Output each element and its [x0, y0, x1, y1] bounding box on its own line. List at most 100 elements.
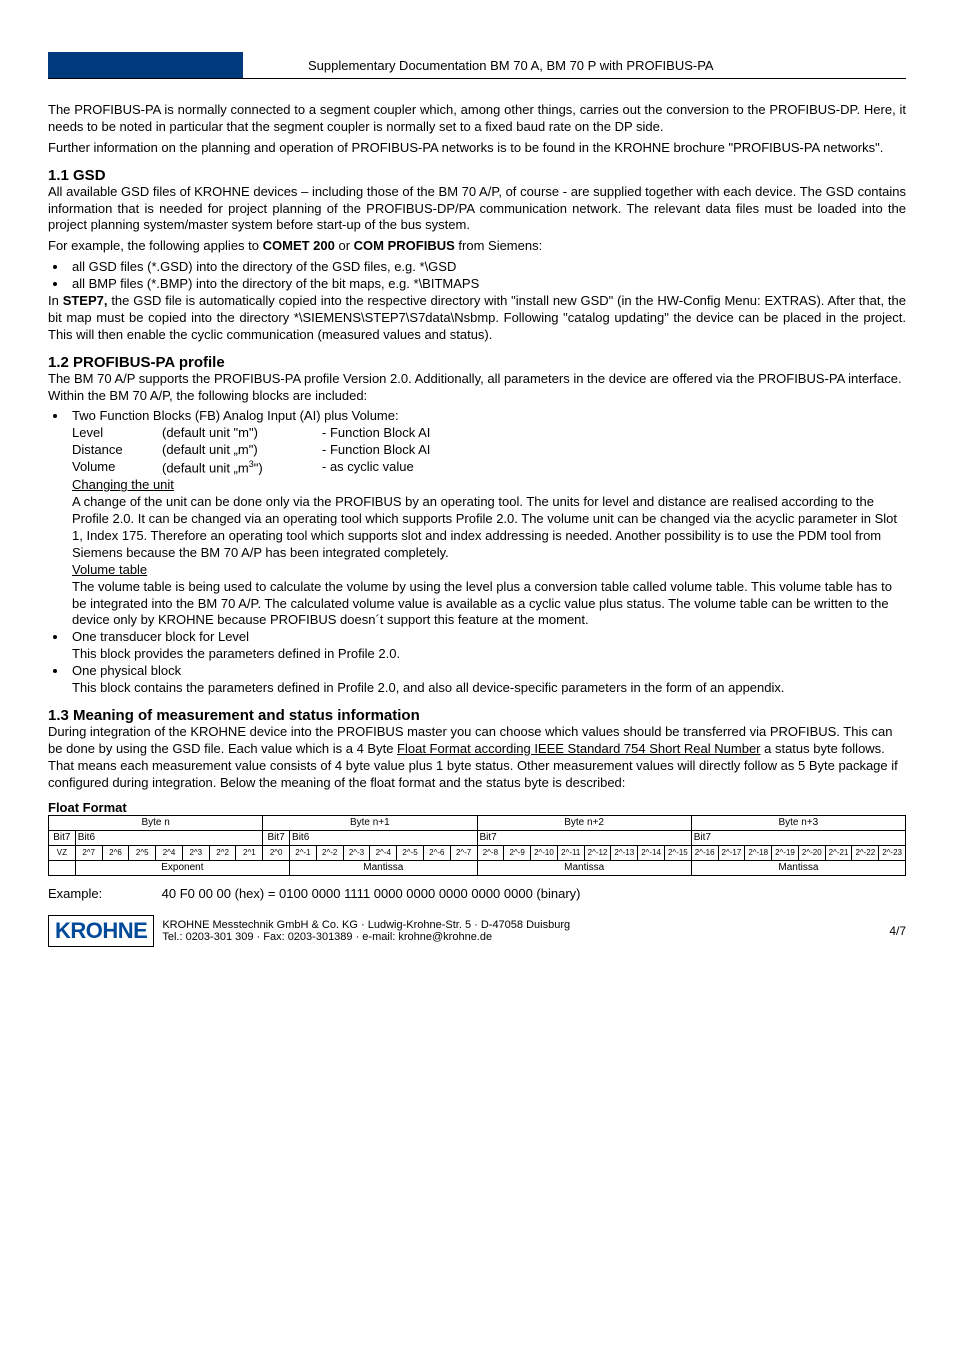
- doc-header: Supplementary Documentation BM 70 A, BM …: [48, 28, 906, 88]
- ff-bit7-0: Bit7: [49, 830, 76, 845]
- ff-m1-5: 2^-5: [397, 845, 424, 860]
- ff-m3-7: 2^-22: [852, 845, 879, 860]
- ff-e0: 2^0: [263, 845, 290, 860]
- ff-m2-4: 2^-11: [557, 845, 584, 860]
- ff-m1-3: 2^-3: [343, 845, 370, 860]
- ff-m2-5: 2^-12: [584, 845, 611, 860]
- def-row-volume: Volume (default unit „m3") - as cyclic v…: [72, 459, 906, 477]
- s12-b3-text: This block contains the parameters defin…: [72, 680, 785, 695]
- ff-m2-7: 2^-14: [638, 845, 665, 860]
- s13-p1: During integration of the KROHNE device …: [48, 724, 906, 792]
- s12-bullet-1: Two Function Blocks (FB) Analog Input (A…: [68, 408, 906, 629]
- ff-m3-6: 2^-21: [825, 845, 852, 860]
- s12-bullet-3: One physical block This block contains t…: [68, 663, 906, 697]
- ff-bit6-0: Bit6: [75, 830, 262, 845]
- s12-b3-lead: One physical block: [72, 663, 181, 678]
- def-vol-unit-pre: (default unit „m: [162, 460, 249, 475]
- s11-p1: All available GSD files of KROHNE device…: [48, 184, 906, 235]
- s13-link1: Float Format according IEEE Standard 754…: [397, 741, 760, 756]
- changing-unit-heading: Changing the unit: [72, 477, 906, 494]
- s11-p3: In STEP7, the GSD file is automatically …: [48, 293, 906, 344]
- float-format-title: Float Format: [48, 800, 906, 815]
- ff-m2-3: 2^-10: [531, 845, 558, 860]
- ff-bit7-2: Bit7: [477, 830, 691, 845]
- s12-b1-lead: Two Function Blocks (FB) Analog Input (A…: [72, 408, 399, 423]
- s11-bullet-list: all GSD files (*.GSD) into the directory…: [68, 259, 906, 293]
- ff-e4: 2^4: [156, 845, 183, 860]
- ff-mantissa-label-1: Mantissa: [290, 860, 477, 875]
- ff-m1-2: 2^-2: [316, 845, 343, 860]
- s12-b2-text: This block provides the parameters defin…: [72, 646, 400, 661]
- s11-p2: For example, the following applies to CO…: [48, 238, 906, 255]
- s12-p1: The BM 70 A/P supports the PROFIBUS-PA p…: [48, 371, 906, 405]
- ff-m1-6: 2^-6: [423, 845, 450, 860]
- ff-m3-1: 2^-16: [691, 845, 718, 860]
- footer-page: 4/7: [889, 924, 906, 938]
- ff-byte-n3: Byte n+3: [691, 815, 905, 830]
- intro-p1: The PROFIBUS-PA is normally connected to…: [48, 102, 906, 136]
- def-dist-unit: (default unit „m"): [162, 442, 322, 459]
- ff-m2-8: 2^-15: [664, 845, 691, 860]
- ff-m3-3: 2^-18: [745, 845, 772, 860]
- def-level-name: Level: [72, 425, 162, 442]
- header-blue-bar: [48, 52, 243, 78]
- footer: KROHNE KROHNE Messtechnik GmbH & Co. KG …: [48, 915, 906, 947]
- def-dist-fn: - Function Block AI: [322, 442, 430, 459]
- ff-row-labels: Exponent Mantissa Mantissa Mantissa: [49, 860, 906, 875]
- ff-bit7-3: Bit7: [691, 830, 905, 845]
- ff-e6: 2^6: [102, 845, 129, 860]
- s11-p3c: the GSD file is automatically copied int…: [48, 293, 906, 342]
- ff-byte-n2: Byte n+2: [477, 815, 691, 830]
- s12-bullet-list: Two Function Blocks (FB) Analog Input (A…: [68, 408, 906, 696]
- ff-vz: VZ: [49, 845, 76, 860]
- ff-m2-1: 2^-8: [477, 845, 504, 860]
- footer-address: KROHNE Messtechnik GmbH & Co. KG · Ludwi…: [162, 919, 889, 943]
- footer-line1: KROHNE Messtechnik GmbH & Co. KG · Ludwi…: [162, 919, 889, 931]
- volume-table-text: The volume table is being used to calcul…: [72, 579, 906, 630]
- ff-e3: 2^3: [182, 845, 209, 860]
- def-vol-unit-post: "): [254, 460, 263, 475]
- volume-table-heading: Volume table: [72, 562, 906, 579]
- def-level-unit: (default unit "m"): [162, 425, 322, 442]
- header-divider: [48, 78, 906, 79]
- s11-p2e: from Siemens:: [455, 238, 542, 253]
- s11-p2d: COM PROFIBUS: [354, 238, 455, 253]
- s12-b2-lead: One transducer block for Level: [72, 629, 249, 644]
- s11-p2c: or: [335, 238, 354, 253]
- ff-m1-7: 2^-7: [450, 845, 477, 860]
- ff-e1: 2^1: [236, 845, 263, 860]
- def-row-distance: Distance (default unit „m") - Function B…: [72, 442, 906, 459]
- ff-row-bits: Bit7 Bit6 Bit7 Bit6 Bit7 Bit7: [49, 830, 906, 845]
- ff-exponent-label: Exponent: [75, 860, 289, 875]
- s11-p3b: STEP7,: [63, 293, 108, 308]
- ff-bit7-1: Bit7: [263, 830, 290, 845]
- ff-m2-6: 2^-13: [611, 845, 638, 860]
- s12-bullet-2: One transducer block for Level This bloc…: [68, 629, 906, 663]
- def-row-level: Level (default unit "m") - Function Bloc…: [72, 425, 906, 442]
- ff-e7: 2^7: [75, 845, 102, 860]
- s11-bullet-1: all GSD files (*.GSD) into the directory…: [68, 259, 906, 276]
- ff-e5: 2^5: [129, 845, 156, 860]
- ff-e2: 2^2: [209, 845, 236, 860]
- ff-byte-n: Byte n: [49, 815, 263, 830]
- section-11-title: 1.1 GSD: [48, 167, 906, 184]
- ff-m1-1: 2^-1: [290, 845, 317, 860]
- section-12-title: 1.2 PROFIBUS-PA profile: [48, 354, 906, 371]
- def-vol-unit: (default unit „m3"): [162, 459, 322, 477]
- s11-p2a: For example, the following applies to: [48, 238, 263, 253]
- ff-row-bytes: Byte n Byte n+1 Byte n+2 Byte n+3: [49, 815, 906, 830]
- def-vol-fn: - as cyclic value: [322, 459, 414, 477]
- s11-p3a: In: [48, 293, 63, 308]
- def-dist-name: Distance: [72, 442, 162, 459]
- changing-unit-text: A change of the unit can be done only vi…: [72, 494, 906, 562]
- krohne-logo: KROHNE: [48, 915, 154, 947]
- example-row: Example: 40 F0 00 00 (hex) = 0100 0000 1…: [48, 886, 906, 901]
- s11-p2b: COMET 200: [263, 238, 335, 253]
- ff-mantissa-label-3: Mantissa: [691, 860, 905, 875]
- intro-p2: Further information on the planning and …: [48, 140, 906, 157]
- s11-bullet-2: all BMP files (*.BMP) into the directory…: [68, 276, 906, 293]
- header-title: Supplementary Documentation BM 70 A, BM …: [308, 58, 714, 73]
- ff-m1-4: 2^-4: [370, 845, 397, 860]
- ff-row-powers: VZ 2^7 2^6 2^5 2^4 2^3 2^2 2^1 2^0 2^-1 …: [49, 845, 906, 860]
- ff-m2-2: 2^-9: [504, 845, 531, 860]
